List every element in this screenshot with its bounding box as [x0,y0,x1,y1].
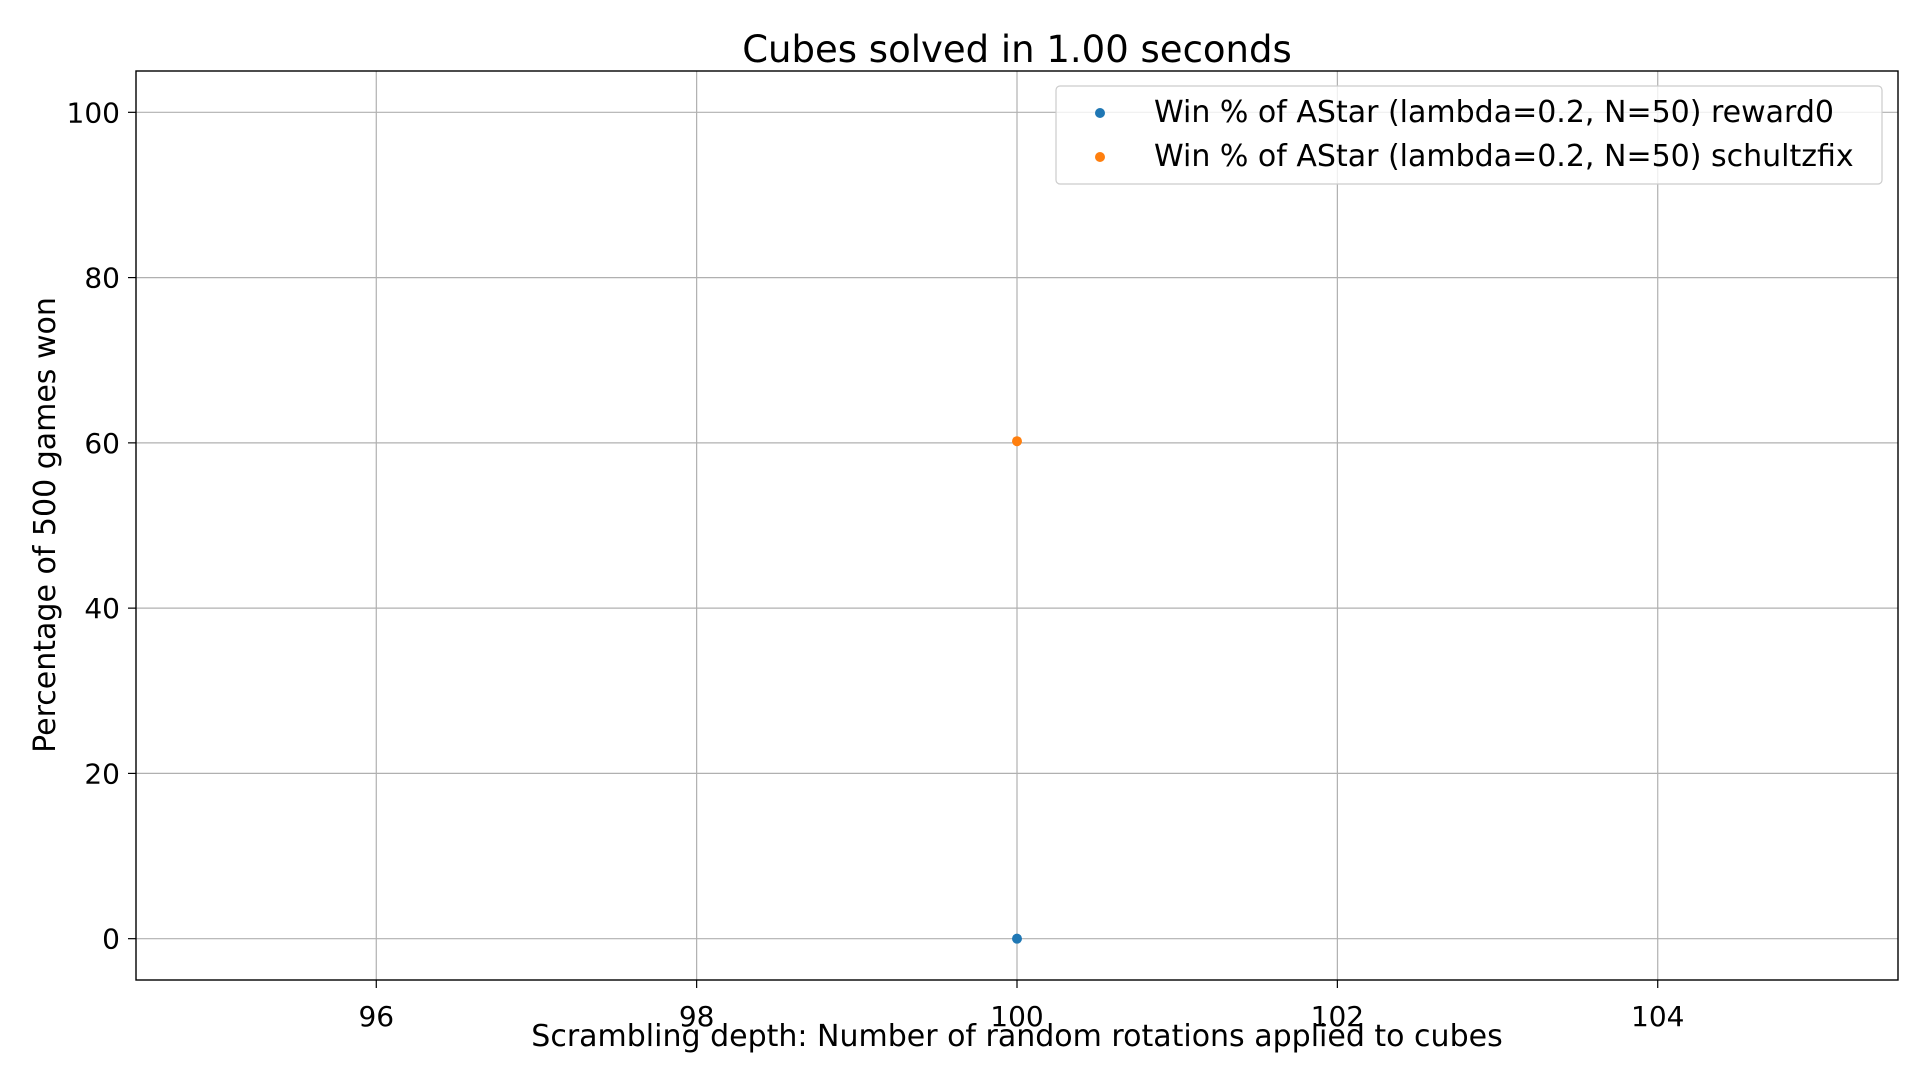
x-tick-label: 100 [990,1000,1043,1033]
legend: Win % of AStar (lambda=0.2, N=50) reward… [1055,85,1883,185]
data-points [1012,436,1022,944]
x-axis-label: Scrambling depth: Number of random rotat… [531,1019,1502,1054]
x-axis-ticks: 96 98 100 102 104 [358,980,1684,1033]
x-tick-label: 102 [1311,1000,1364,1033]
x-tick-label: 96 [358,1000,394,1033]
y-tick-label: 0 [102,923,120,956]
y-tick-label: 60 [84,427,120,460]
legend-label-schultzfix: Win % of AStar (lambda=0.2, N=50) schult… [1154,139,1854,174]
legend-marker-reward0 [1095,108,1105,118]
y-tick-label: 100 [67,96,120,129]
legend-box [1055,85,1883,185]
x-tick-label: 98 [679,1000,715,1033]
grid-lines [136,71,1898,980]
y-tick-label: 80 [84,262,120,295]
data-point [1012,933,1022,944]
chart-title: Cubes solved in 1.00 seconds [742,28,1292,71]
legend-marker-schultzfix [1095,152,1105,162]
y-axis-label: Percentage of 500 games won [28,297,63,753]
y-tick-label: 20 [84,757,120,790]
data-point [1012,436,1022,447]
x-tick-label: 104 [1631,1000,1684,1033]
legend-label-reward0: Win % of AStar (lambda=0.2, N=50) reward… [1154,95,1834,130]
y-tick-label: 40 [84,592,120,625]
y-axis-ticks: 0 20 40 60 80 100 [67,96,136,956]
